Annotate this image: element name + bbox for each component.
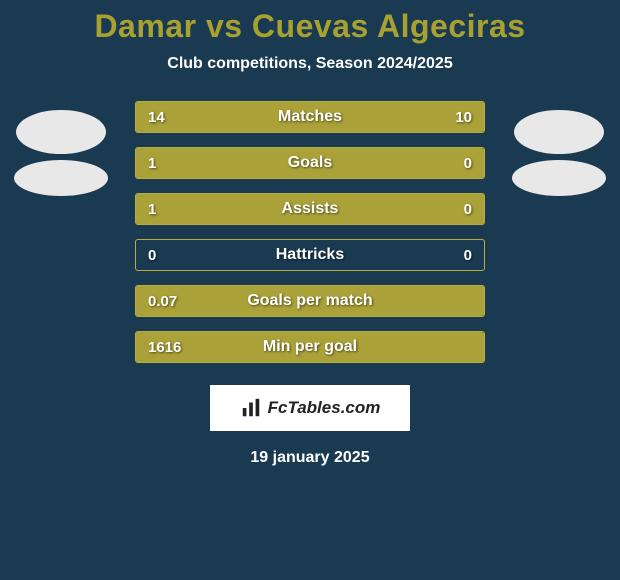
avatar-shoulder-icon	[14, 160, 108, 196]
avatar-head-icon	[16, 110, 106, 154]
avatar-right	[504, 110, 614, 200]
stat-label: Min per goal	[136, 332, 484, 362]
stat-row: 1Goals0	[135, 147, 485, 179]
stat-row: 14Matches10	[135, 101, 485, 133]
source-logo: FcTables.com	[210, 385, 410, 431]
avatar-shoulder-icon	[512, 160, 606, 196]
stat-value-right: 0	[464, 240, 472, 270]
stat-value-right: 0	[464, 148, 472, 178]
stat-row: 1Assists0	[135, 193, 485, 225]
bar-chart-icon	[240, 397, 262, 419]
stat-row: 0Hattricks0	[135, 239, 485, 271]
stat-rows: 14Matches101Goals01Assists00Hattricks00.…	[135, 101, 485, 363]
stat-value-right: 0	[464, 194, 472, 224]
stat-row: 0.07Goals per match	[135, 285, 485, 317]
stat-label: Matches	[136, 102, 484, 132]
comparison-card: Damar vs Cuevas Algeciras Club competiti…	[0, 0, 620, 467]
stat-label: Goals	[136, 148, 484, 178]
stat-label: Assists	[136, 194, 484, 224]
stat-value-right: 10	[455, 102, 472, 132]
stat-label: Goals per match	[136, 286, 484, 316]
avatar-head-icon	[514, 110, 604, 154]
footer-date: 19 january 2025	[0, 449, 620, 467]
stat-row: 1616Min per goal	[135, 331, 485, 363]
stat-label: Hattricks	[136, 240, 484, 270]
page-title: Damar vs Cuevas Algeciras	[0, 8, 620, 45]
subtitle: Club competitions, Season 2024/2025	[0, 55, 620, 73]
logo-text: FcTables.com	[268, 398, 381, 418]
avatar-left	[6, 110, 116, 200]
